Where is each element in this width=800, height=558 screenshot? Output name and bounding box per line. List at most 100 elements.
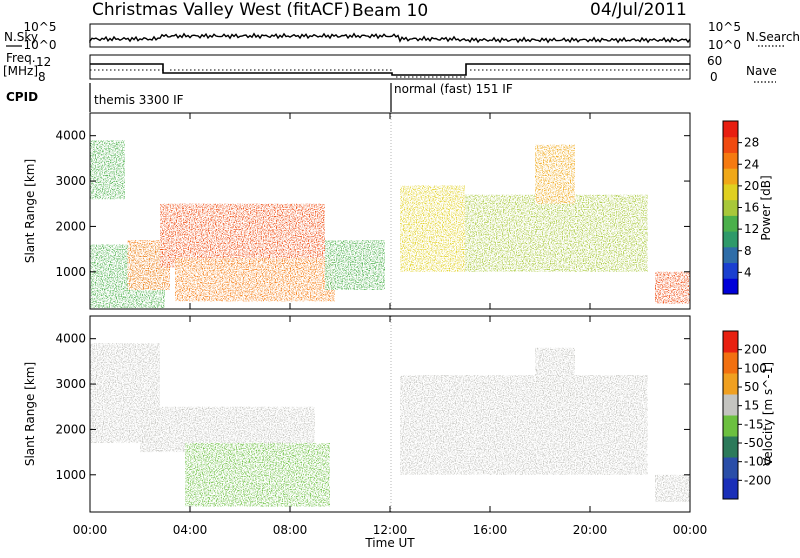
y-tick-label: 1000 [55,265,86,279]
time-axis-title: Time UT [364,536,415,550]
echo-region [325,240,385,290]
nsky-tick-top: 10^5 [24,20,57,34]
y-tick-label: 2000 [55,422,86,436]
echo-region [535,144,575,204]
echo-region [465,194,648,272]
echo-region [400,185,465,272]
colorbar-cell [723,457,738,479]
colorbar-tick-label: -200 [744,473,771,487]
frequency-trace [90,63,690,76]
power-colorbar-ticks: 28 24 20 16 12 8 4 [738,136,759,279]
date-label: 04/Jul/2011 [590,0,687,20]
y-tick-label: 4000 [55,129,86,143]
right-tick-bottom: 10^0 [708,38,741,52]
power-x-ticks [89,113,691,309]
colorbar-tick-label: 200 [744,343,767,357]
echo-region [90,140,125,200]
right-tick-top: 10^5 [708,20,741,34]
colorbar-tick-label: 4 [744,265,752,279]
nsky-axes-frame [89,23,691,48]
velocity-ylabel: Slant Range [km] [23,362,37,466]
velocity-colorbar: 200 100 50 15 -15 -50 -100 -200 Velocity [m s^-… [722,330,775,500]
colorbar-cell [723,394,738,416]
cpid-segment-2: normal (fast) 151 IF [394,82,513,96]
y-tick-label: 3000 [55,174,86,188]
time-tick-label: 12:00 [373,523,408,537]
y-tick-label: 4000 [55,332,86,346]
colorbar-tick-label: 50 [744,380,759,394]
time-tick-label: 16:00 [473,523,508,537]
echo-region [655,271,690,304]
colorbar-tick-label: 8 [744,244,752,258]
colorbar-cell [723,215,738,232]
colorbar-cell [723,415,738,437]
velocity-colorbar-frame [722,330,739,500]
colorbar-cell [723,436,738,458]
nave-tick-bottom: 0 [710,70,718,84]
power-colorbar-cells [723,121,738,295]
nave-tick-top: 60 [707,54,722,68]
time-tick-label: 20:00 [573,523,608,537]
freq-label-1: Freq. [6,51,36,65]
y-tick-label: 1000 [55,468,86,482]
colorbar-tick-label: 20 [744,179,759,193]
velocity-colorbar-cells [723,331,738,500]
colorbar-cell [723,373,738,395]
colorbar-cell [723,262,738,279]
colorbar-cell [723,136,738,153]
y-tick-label: 3000 [55,377,86,391]
power-colorbar: 28 24 20 16 12 8 4 Power [dB] [722,120,773,295]
freq-label-2: [MHz] [3,64,38,78]
nsky-tick-bottom: 10^0 [24,38,57,52]
station-title: Christmas Valley West (fitACF) [92,0,350,20]
freq-axes-frame [89,54,691,80]
colorbar-cell [723,478,738,500]
velocity-colorbar-label: Velocity [m s^-1] [761,362,775,466]
power-data-layer [90,140,690,309]
colorbar-tick-label: 28 [744,136,759,150]
power-panel: 1000 2000 3000 4000 Slant Range [km] [23,112,691,310]
power-y-axis: 1000 2000 3000 4000 [55,129,690,279]
colorbar-cell [723,231,738,248]
nave-label: Nave [746,64,777,78]
colorbar-tick-label: 100 [744,361,767,375]
colorbar-cell [723,278,738,295]
time-tick-label: 00:00 [73,523,108,537]
velocity-x-ticks [89,316,691,512]
power-colorbar-label: Power [dB] [759,175,773,240]
colorbar-cell [723,199,738,216]
beam-label: Beam 10 [352,1,428,21]
colorbar-tick-label: -50 [744,436,764,450]
colorbar-tick-label: -100 [744,455,771,469]
nsky-trace [89,32,691,44]
cpid-label: CPID [6,90,38,104]
echo-region [655,474,690,503]
cpid-segment-1: themis 3300 IF [94,93,184,107]
velocity-data-layer [90,343,690,507]
colorbar-cell [723,246,738,264]
time-tick-label: 08:00 [273,523,308,537]
time-axis-labels: 00:00 04:00 08:00 12:00 16:00 20:00 00:00 [73,523,708,537]
velocity-panel: 1000 2000 3000 4000 Slant Range [km] 00:00 0… [23,315,708,550]
colorbar-tick-label: 15 [744,399,759,413]
freq-tick-top: 12 [36,55,51,69]
colorbar-tick-label: 16 [744,201,759,215]
echo-region [185,443,330,507]
velocity-colorbar-ticks: 200 100 50 15 -15 -50 -100 -200 [738,343,771,487]
nsearch-label: N.Search [746,30,800,44]
colorbar-cell [723,331,738,353]
colorbar-cell [723,152,738,169]
echo-region [400,374,648,475]
power-ylabel: Slant Range [km] [23,159,37,263]
colorbar-tick-label: 24 [744,157,759,171]
nsky-label: N.Sky [4,30,38,44]
nave-trace [90,69,690,78]
colorbar-cell [723,183,738,201]
echo-region [175,258,335,302]
freq-tick-bottom: 8 [38,70,46,84]
echo-region [160,203,325,268]
time-tick-label: 04:00 [173,523,208,537]
colorbar-cell [723,352,738,374]
colorbar-tick-label: 12 [744,222,759,236]
